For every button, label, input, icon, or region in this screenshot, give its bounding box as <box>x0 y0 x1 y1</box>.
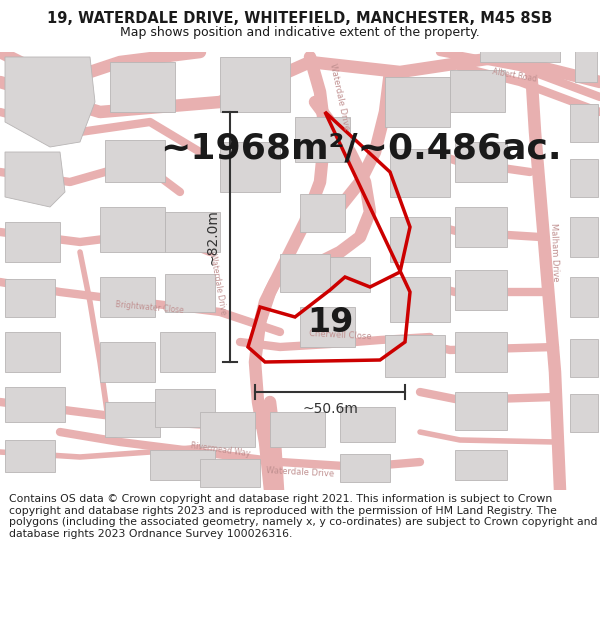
Bar <box>280 254 330 292</box>
Bar <box>390 149 450 197</box>
Text: Brightwater Close: Brightwater Close <box>115 301 185 316</box>
Bar <box>575 47 597 82</box>
Bar <box>300 194 345 232</box>
Bar <box>5 332 60 372</box>
Bar <box>570 159 598 197</box>
Text: ~50.6m: ~50.6m <box>302 402 358 416</box>
Bar <box>105 140 165 182</box>
Bar <box>5 279 55 317</box>
Bar <box>390 277 450 322</box>
Text: Contains OS data © Crown copyright and database right 2021. This information is : Contains OS data © Crown copyright and d… <box>9 494 598 539</box>
Bar <box>100 277 155 317</box>
Text: Rivermead Way: Rivermead Way <box>190 441 250 459</box>
Bar <box>165 274 215 312</box>
Bar <box>455 392 507 430</box>
Bar <box>385 335 445 377</box>
Bar <box>5 440 55 472</box>
Bar <box>220 142 280 192</box>
Text: Map shows position and indicative extent of the property.: Map shows position and indicative extent… <box>120 26 480 39</box>
Text: ~82.0m: ~82.0m <box>206 209 220 265</box>
Bar <box>100 342 155 382</box>
Bar <box>570 394 598 432</box>
Bar <box>385 77 450 127</box>
Bar <box>300 307 355 347</box>
Text: Albert Road: Albert Road <box>492 67 538 83</box>
Text: ~1968m²/~0.486ac.: ~1968m²/~0.486ac. <box>160 132 562 166</box>
Polygon shape <box>5 57 95 147</box>
Text: Malham Drive: Malham Drive <box>550 222 560 281</box>
Text: Waterdale Drive: Waterdale Drive <box>329 62 352 131</box>
Bar <box>5 222 60 262</box>
Bar <box>570 277 598 317</box>
Bar <box>570 217 598 257</box>
Bar <box>5 387 65 422</box>
Bar <box>160 332 215 372</box>
Bar <box>570 104 598 142</box>
Bar <box>455 207 507 247</box>
Text: Cherwell Close: Cherwell Close <box>308 329 371 341</box>
Bar <box>295 117 350 162</box>
Text: Waterdale Drive: Waterdale Drive <box>266 466 334 478</box>
Bar <box>330 257 370 292</box>
Text: Waterdale Drive: Waterdale Drive <box>208 253 228 315</box>
Bar <box>150 450 215 480</box>
Bar <box>390 217 450 262</box>
Bar <box>220 57 290 112</box>
Bar <box>455 142 507 182</box>
Bar <box>455 270 507 310</box>
Bar <box>340 454 390 482</box>
Bar <box>450 70 505 112</box>
Bar <box>155 389 215 427</box>
Text: 19: 19 <box>307 306 353 339</box>
Bar <box>105 402 160 437</box>
Bar <box>480 17 560 62</box>
Bar <box>100 207 165 252</box>
Text: 19, WATERDALE DRIVE, WHITEFIELD, MANCHESTER, M45 8SB: 19, WATERDALE DRIVE, WHITEFIELD, MANCHES… <box>47 11 553 26</box>
Bar <box>570 339 598 377</box>
Bar <box>200 412 255 447</box>
Bar <box>340 407 395 442</box>
Bar <box>270 412 325 447</box>
Bar <box>455 332 507 372</box>
Bar <box>110 62 175 112</box>
Bar <box>200 459 260 487</box>
Bar <box>455 450 507 480</box>
Bar <box>165 212 220 252</box>
Polygon shape <box>5 152 65 207</box>
